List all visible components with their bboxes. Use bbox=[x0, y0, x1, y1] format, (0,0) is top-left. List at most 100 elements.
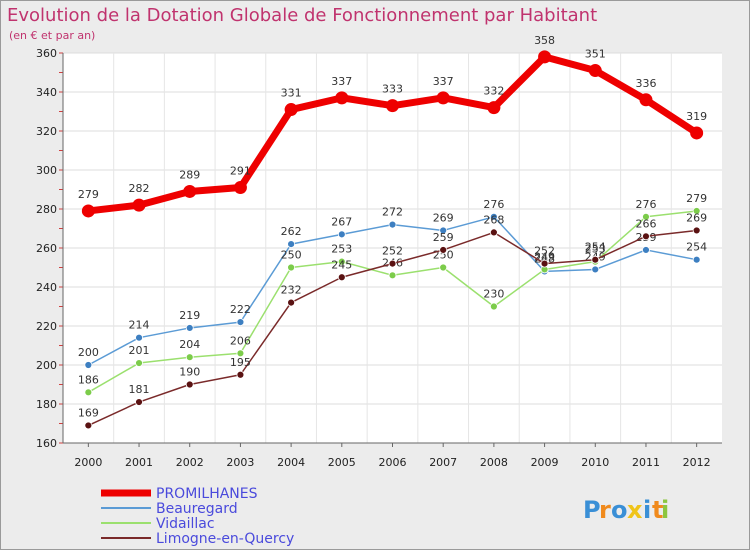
data-point-beauregard bbox=[692, 255, 701, 264]
legend-label-limogne-en-quercy: Limogne-en-Quercy bbox=[156, 531, 294, 547]
data-point-promilhanes bbox=[284, 103, 298, 117]
x-tick-label: 2002 bbox=[176, 456, 204, 469]
brand-letter: i bbox=[643, 496, 651, 524]
data-label-beauregard: 269 bbox=[433, 211, 454, 224]
x-tick-label: 2012 bbox=[683, 456, 711, 469]
data-label-promilhanes: 333 bbox=[382, 83, 403, 96]
data-point-beauregard bbox=[337, 230, 346, 239]
data-label-vidaillac: 186 bbox=[78, 373, 99, 386]
data-label-vidaillac: 201 bbox=[129, 344, 150, 357]
data-point-promilhanes bbox=[487, 101, 501, 115]
data-point-vidaillac bbox=[692, 207, 701, 215]
x-tick-label: 2003 bbox=[226, 456, 254, 469]
x-tick-label: 2004 bbox=[277, 456, 305, 469]
y-tick-label: 200 bbox=[36, 359, 57, 372]
data-point-beauregard bbox=[135, 333, 143, 342]
brand-letter: o bbox=[611, 496, 628, 524]
data-label-vidaillac: 230 bbox=[483, 288, 504, 301]
data-point-promilhanes bbox=[436, 91, 450, 105]
data-point-beauregard bbox=[388, 220, 397, 229]
data-label-promilhanes: 291 bbox=[230, 165, 251, 178]
data-label-beauregard: 200 bbox=[78, 346, 99, 359]
data-point-beauregard bbox=[236, 318, 245, 327]
data-point-promilhanes bbox=[335, 91, 349, 105]
y-tick-label: 180 bbox=[36, 398, 57, 411]
data-point-limogne-en-quercy bbox=[489, 228, 498, 237]
data-label-limogne-en-quercy: 268 bbox=[483, 213, 504, 226]
data-label-beauregard: 222 bbox=[230, 303, 251, 316]
data-label-beauregard: 272 bbox=[382, 206, 403, 219]
data-point-vidaillac bbox=[489, 302, 498, 311]
data-point-beauregard bbox=[84, 361, 93, 369]
data-point-beauregard bbox=[439, 226, 448, 235]
y-tick-label: 360 bbox=[36, 47, 57, 60]
data-label-promilhanes: 337 bbox=[331, 75, 352, 88]
data-label-limogne-en-quercy: 181 bbox=[129, 383, 150, 396]
data-point-limogne-en-quercy bbox=[236, 370, 245, 379]
data-label-beauregard: 214 bbox=[129, 319, 150, 332]
data-label-limogne-en-quercy: 245 bbox=[331, 258, 352, 271]
x-tick-label: 2006 bbox=[379, 456, 407, 469]
data-point-limogne-en-quercy bbox=[135, 398, 143, 406]
x-tick-label: 2009 bbox=[531, 456, 559, 469]
data-label-limogne-en-quercy: 190 bbox=[179, 366, 200, 379]
data-label-vidaillac: 250 bbox=[281, 249, 302, 262]
data-point-beauregard bbox=[591, 265, 600, 274]
data-point-promilhanes bbox=[233, 181, 247, 195]
data-point-promilhanes bbox=[183, 184, 197, 198]
x-tick-label: 2001 bbox=[125, 456, 153, 469]
data-label-promilhanes: 358 bbox=[534, 34, 555, 47]
x-tick-label: 2011 bbox=[632, 456, 660, 469]
x-tick-label: 2005 bbox=[328, 456, 356, 469]
data-point-limogne-en-quercy bbox=[185, 380, 194, 389]
y-tick-label: 240 bbox=[36, 281, 57, 294]
data-point-vidaillac bbox=[388, 271, 397, 280]
data-point-vidaillac bbox=[287, 263, 296, 272]
brand-letter: x bbox=[627, 496, 643, 524]
legend-label-beauregard: Beauregard bbox=[156, 501, 238, 517]
data-point-promilhanes bbox=[639, 93, 653, 107]
data-point-promilhanes bbox=[132, 198, 146, 212]
y-tick-label: 340 bbox=[36, 86, 57, 99]
data-label-vidaillac: 279 bbox=[686, 192, 707, 205]
brand-letter: i bbox=[661, 496, 669, 524]
y-tick-label: 280 bbox=[36, 203, 57, 216]
data-point-promilhanes bbox=[538, 50, 552, 64]
legend-label-vidaillac: Vidaillac bbox=[156, 516, 215, 532]
data-label-limogne-en-quercy: 254 bbox=[585, 241, 606, 254]
data-point-promilhanes bbox=[690, 126, 704, 140]
y-tick-label: 320 bbox=[36, 125, 57, 138]
data-point-limogne-en-quercy bbox=[642, 232, 650, 241]
data-label-promilhanes: 282 bbox=[129, 182, 150, 195]
data-label-limogne-en-quercy: 252 bbox=[382, 245, 403, 258]
data-point-vidaillac bbox=[84, 388, 93, 397]
data-point-limogne-en-quercy bbox=[692, 226, 701, 235]
data-point-vidaillac bbox=[185, 353, 194, 362]
brand-letter: t bbox=[652, 496, 663, 524]
y-tick-label: 300 bbox=[36, 164, 57, 177]
data-point-vidaillac bbox=[439, 263, 448, 272]
data-point-limogne-en-quercy bbox=[337, 273, 346, 282]
x-tick-label: 2010 bbox=[581, 456, 609, 469]
legend-label-promilhanes: PROMILHANES bbox=[156, 486, 258, 502]
data-label-vidaillac: 253 bbox=[585, 243, 606, 256]
data-label-beauregard: 248 bbox=[534, 252, 555, 265]
brand-logo: Pr o x i ti bbox=[583, 496, 669, 524]
data-point-vidaillac bbox=[337, 257, 346, 266]
data-label-promilhanes: 332 bbox=[483, 85, 504, 98]
chart-title: Evolution de la Dotation Globale de Fonc… bbox=[7, 5, 597, 26]
data-label-beauregard: 262 bbox=[281, 225, 302, 238]
data-point-limogne-en-quercy bbox=[388, 259, 397, 268]
data-point-promilhanes bbox=[81, 204, 95, 218]
data-point-promilhanes bbox=[386, 99, 399, 113]
data-point-limogne-en-quercy bbox=[439, 246, 448, 254]
data-point-beauregard bbox=[287, 240, 296, 249]
data-point-limogne-en-quercy bbox=[287, 298, 296, 307]
data-label-limogne-en-quercy: 266 bbox=[635, 217, 656, 230]
data-label-beauregard: 267 bbox=[331, 215, 352, 228]
data-point-limogne-en-quercy bbox=[540, 259, 549, 268]
data-point-promilhanes bbox=[588, 64, 602, 78]
y-tick-label: 260 bbox=[36, 242, 57, 255]
data-point-limogne-en-quercy bbox=[84, 421, 93, 430]
